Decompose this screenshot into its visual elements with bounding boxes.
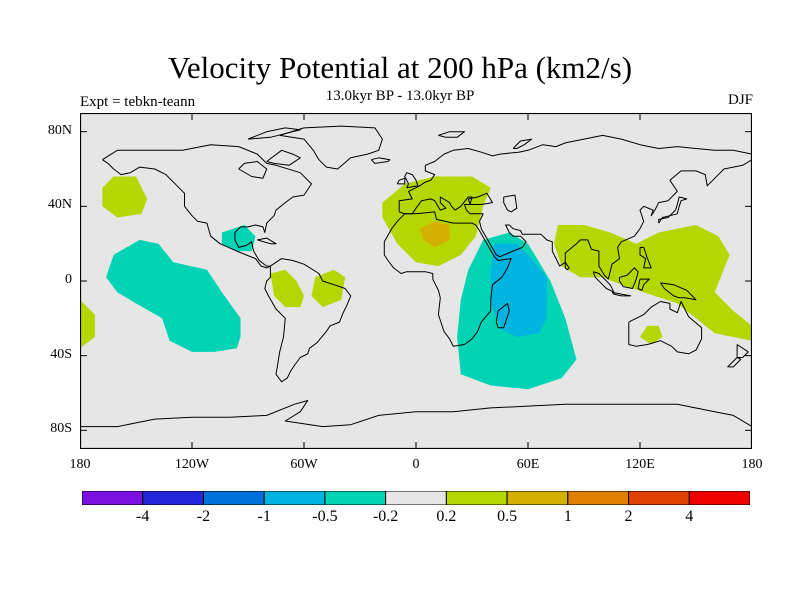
coastline-hudson-bay bbox=[238, 161, 268, 179]
coastline-svalbard bbox=[438, 131, 465, 138]
colorbar-label: -4 bbox=[136, 508, 150, 525]
colorbar-swatch bbox=[445, 491, 508, 505]
anomaly-e-pacific-negative bbox=[106, 239, 241, 352]
coastline-novaya-zemlya bbox=[512, 138, 533, 149]
coastline-australia bbox=[628, 301, 703, 355]
latitude-label: 40N bbox=[47, 197, 72, 213]
longitude-label: 60W bbox=[290, 457, 318, 472]
coastline-caspian bbox=[503, 194, 518, 213]
colorbar-label: 4 bbox=[685, 508, 694, 525]
coastline-cuba bbox=[257, 237, 277, 245]
coastline-eurasia bbox=[398, 134, 752, 280]
coastline-ellesmere bbox=[247, 127, 301, 140]
plot-subtitle: 13.0kyr BP - 13.0kyr BP bbox=[325, 88, 475, 104]
coastline-iceland bbox=[370, 157, 391, 164]
colorbar-swatch bbox=[324, 491, 387, 505]
coastline-baffin bbox=[266, 149, 301, 166]
anomaly-sw-pacific-positive bbox=[80, 299, 95, 349]
longitude-label: 120W bbox=[174, 457, 210, 472]
season-label: DJF bbox=[727, 92, 753, 108]
coastline-java bbox=[611, 291, 632, 297]
colorbar-label: 0.5 bbox=[497, 508, 518, 525]
coastline-madagascar bbox=[495, 302, 510, 329]
coastline-new-zealand bbox=[736, 344, 749, 358]
colorbar bbox=[82, 491, 750, 505]
latitude-label: 80N bbox=[47, 122, 72, 138]
coastline-ireland bbox=[396, 177, 406, 185]
coastline-philippines bbox=[639, 246, 652, 269]
colorbar-swatch bbox=[202, 491, 265, 505]
anomaly-ne-brazil-positive bbox=[311, 269, 346, 308]
colorbar-label: 2 bbox=[624, 508, 633, 525]
latitude-label: 80S bbox=[50, 421, 72, 437]
colorbar-label: -0.2 bbox=[372, 508, 399, 525]
colorbar-swatch bbox=[628, 491, 690, 505]
anomaly-n-pacific-positive bbox=[102, 176, 148, 218]
latitude-label: 40S bbox=[50, 346, 72, 362]
coastline-black-caspian bbox=[467, 192, 493, 205]
anomaly-australia-positive bbox=[640, 325, 663, 345]
colorbar-swatch bbox=[82, 491, 144, 505]
longitude-label: 180 bbox=[69, 457, 91, 472]
colorbar-swatch bbox=[567, 491, 630, 505]
coastline-borneo bbox=[619, 267, 639, 289]
longitude-label: 120E bbox=[625, 457, 655, 472]
longitude-label: 60E bbox=[516, 457, 540, 472]
anomaly-sahara-core bbox=[419, 221, 450, 248]
coastline-greenland bbox=[279, 125, 383, 170]
colorbar-label: -2 bbox=[196, 508, 211, 525]
colorbar-label: 0.2 bbox=[436, 508, 457, 525]
anomaly-maritime-continent-positive bbox=[554, 225, 752, 341]
colorbar-swatch bbox=[263, 491, 326, 505]
anomaly-indian-ocean-core bbox=[490, 243, 547, 337]
coastline-uk bbox=[404, 172, 419, 189]
longitude-label: 180 bbox=[741, 457, 763, 472]
colorbar-swatch bbox=[688, 491, 750, 505]
coastline-north-america bbox=[102, 144, 312, 269]
anomaly-w-amazon-positive bbox=[270, 269, 304, 308]
coastline-south-america bbox=[264, 258, 352, 383]
coastline-antarctica bbox=[80, 400, 752, 428]
world-map bbox=[80, 113, 752, 449]
colorbar-swatch bbox=[385, 491, 447, 505]
colorbar-label: 1 bbox=[563, 508, 572, 525]
coastline-new-guinea bbox=[660, 282, 697, 301]
latitude-label: 0 bbox=[65, 272, 72, 287]
experiment-label: Expt = tebkn-teann bbox=[80, 94, 196, 110]
longitude-label: 0 bbox=[412, 457, 420, 472]
colorbar-label: -1 bbox=[257, 508, 271, 525]
colorbar-swatch bbox=[506, 491, 569, 505]
coastline-japan bbox=[658, 196, 688, 224]
coastline-sulawesi bbox=[637, 278, 650, 291]
plot-title: Velocity Potential at 200 hPa (km2/s) bbox=[167, 50, 633, 85]
colorbar-label: -0.5 bbox=[312, 508, 338, 525]
coastline-new-zealand-south bbox=[727, 357, 742, 368]
coastline-africa bbox=[383, 211, 512, 347]
coastline-sri-lanka bbox=[564, 262, 570, 271]
colorbar-swatch bbox=[142, 491, 204, 505]
